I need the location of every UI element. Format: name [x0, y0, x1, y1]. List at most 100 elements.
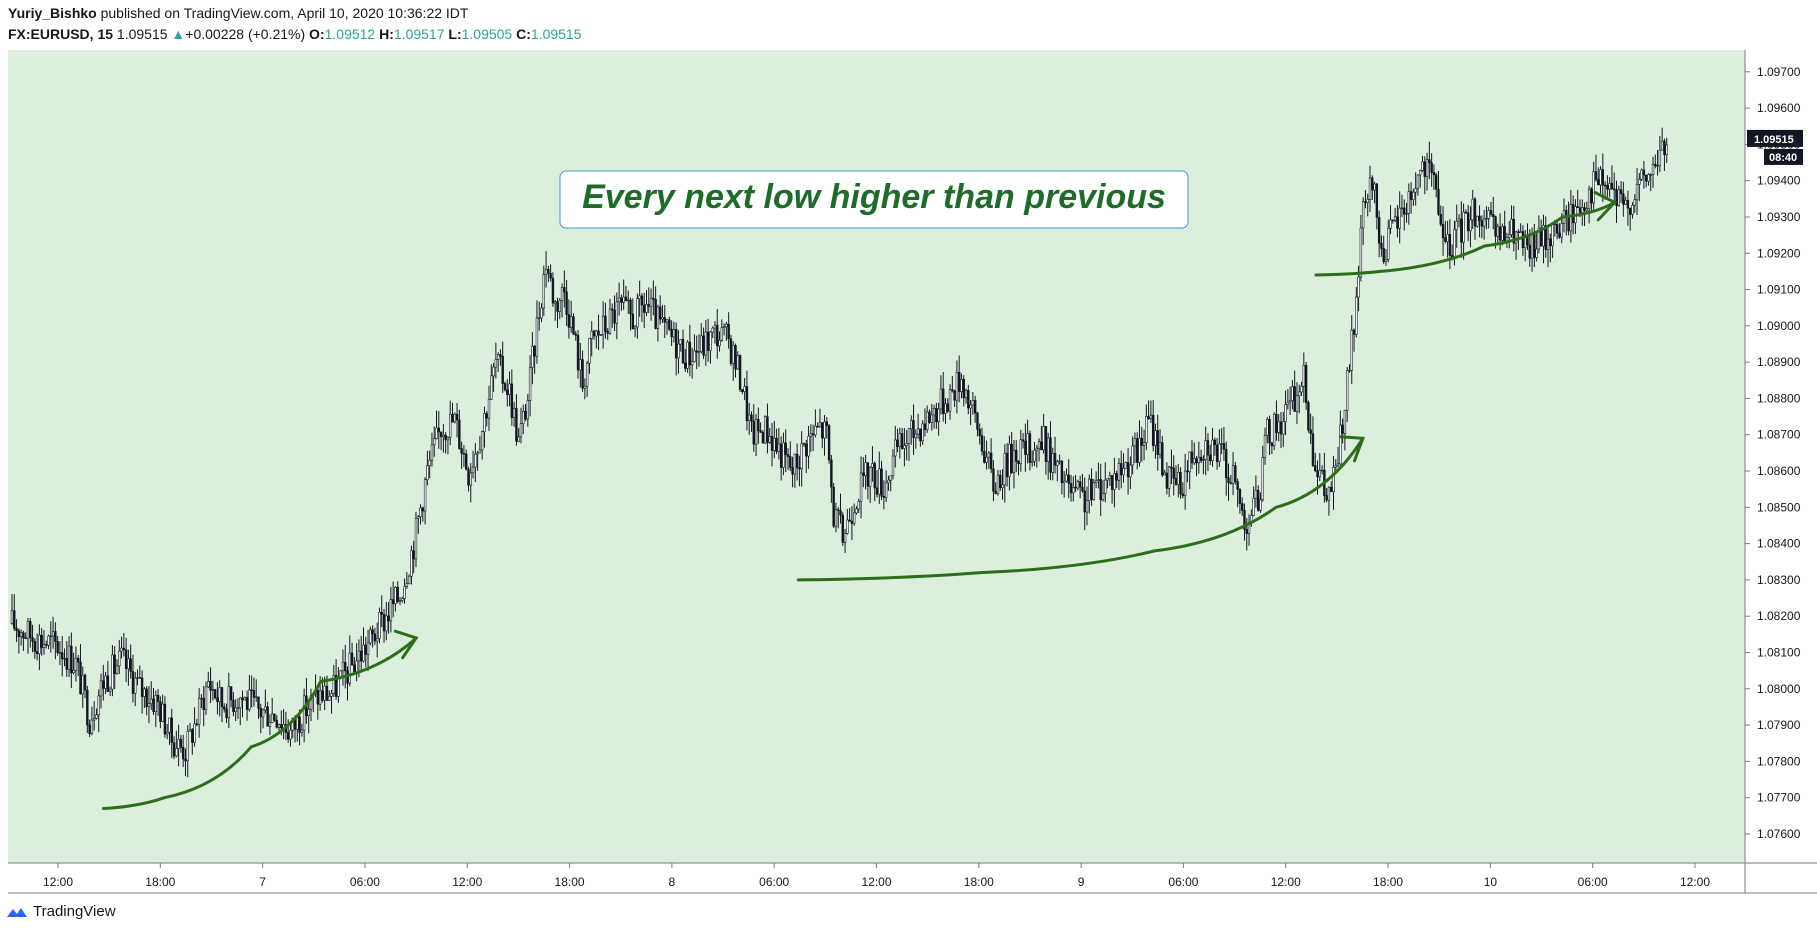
- candle-body: [1336, 463, 1340, 466]
- candle-body: [579, 359, 582, 371]
- candle-body: [1110, 475, 1114, 490]
- candle-body: [1393, 216, 1397, 221]
- symbol-label: FX:EURUSD, 15: [8, 26, 114, 42]
- candle-body: [1407, 191, 1411, 214]
- candle-body: [554, 301, 557, 304]
- candle-body: [490, 375, 493, 400]
- author-name[interactable]: Yuriy_Bishko: [8, 5, 97, 21]
- candle-body: [67, 645, 71, 670]
- candle-body: [670, 328, 673, 338]
- candle-body: [1088, 478, 1091, 501]
- candle-body: [558, 300, 561, 312]
- candle-body: [1628, 207, 1632, 215]
- candle-body: [1558, 232, 1561, 238]
- price-tick-label: 1.07700: [1757, 791, 1801, 805]
- candle-body: [492, 366, 495, 377]
- candle-body: [522, 410, 525, 424]
- candle-body: [264, 706, 267, 711]
- candle-body: [549, 272, 552, 279]
- curve-2: [796, 436, 1365, 582]
- change-up-icon: ▲: [171, 26, 186, 42]
- footer-brand[interactable]: TradingView: [33, 903, 116, 920]
- time-axis[interactable]: 12:00 18:00 7 06:00 12:00 18:00 8 06:00 12:00 18:…: [43, 863, 1710, 889]
- candle-body: [1613, 188, 1616, 191]
- candle-body: [417, 516, 420, 519]
- price-tick-label: 1.07600: [1757, 827, 1801, 841]
- candle-body: [748, 414, 751, 422]
- candle-body: [617, 297, 621, 303]
- candle-body: [1597, 179, 1600, 186]
- candle-body: [485, 413, 488, 419]
- candle-body: [175, 748, 178, 757]
- candle-body: [1021, 439, 1025, 442]
- candle-body: [1320, 469, 1324, 472]
- candle-body: [1314, 465, 1317, 471]
- candle-body: [704, 331, 708, 356]
- candle-body: [1231, 465, 1235, 484]
- candle-body: [926, 411, 929, 431]
- candle-body: [191, 729, 194, 743]
- candle-body: [960, 378, 963, 392]
- candle-body: [268, 722, 272, 727]
- candle-body: [1062, 480, 1066, 484]
- candle-body: [531, 346, 534, 368]
- time-tick-label: 06:00: [1168, 875, 1198, 889]
- candle-body: [1471, 198, 1474, 221]
- tradingview-logo-icon[interactable]: [6, 905, 28, 919]
- candle-body: [357, 650, 361, 662]
- candle-body: [1279, 421, 1283, 435]
- candle-body: [1056, 461, 1059, 466]
- candle-body: [1183, 470, 1187, 496]
- candle-body: [533, 346, 536, 357]
- candle-body: [939, 388, 943, 410]
- candle-body: [1544, 225, 1547, 250]
- candle-body: [433, 438, 436, 446]
- candle-body: [809, 433, 813, 437]
- candle-body: [1658, 149, 1662, 166]
- candle-body: [1177, 472, 1180, 485]
- candle-body: [1099, 479, 1102, 500]
- candle-body: [700, 335, 703, 353]
- candle-body: [1076, 481, 1080, 489]
- candle-body: [798, 467, 801, 470]
- candle-body: [583, 385, 587, 389]
- candle-body: [880, 468, 883, 497]
- candle-body: [912, 420, 915, 439]
- candle-body: [159, 701, 162, 722]
- candle-body: [761, 432, 765, 444]
- candle-body: [1254, 489, 1258, 499]
- candle-body: [261, 709, 265, 718]
- candle-body: [1172, 467, 1175, 479]
- candle-body: [29, 621, 32, 638]
- candle-body: [827, 425, 831, 461]
- candle-body: [905, 443, 908, 446]
- candle-body: [257, 696, 260, 709]
- candle-body: [147, 703, 151, 707]
- candle-body: [1206, 440, 1210, 456]
- candle-body: [1065, 474, 1068, 482]
- candle-body: [464, 453, 468, 470]
- candle-body: [403, 586, 406, 599]
- candle-body: [1256, 489, 1260, 511]
- candle-body: [65, 657, 68, 670]
- candle-body: [661, 317, 664, 320]
- candle-body: [1129, 464, 1132, 478]
- candle-body: [1551, 223, 1554, 247]
- price-axis[interactable]: 1.097001.096001.095001.094001.093001.092…: [1745, 65, 1801, 841]
- candle-body: [658, 306, 662, 320]
- candle-body: [291, 718, 294, 731]
- close-label: C:: [516, 26, 531, 42]
- candle-body: [444, 434, 447, 441]
- candle-body: [1302, 365, 1306, 387]
- candle-body: [515, 408, 518, 442]
- candle-body: [1040, 441, 1043, 451]
- candle-body: [213, 689, 217, 699]
- candle-body: [604, 315, 607, 332]
- candle-body: [1348, 370, 1351, 372]
- candle-body: [1606, 185, 1609, 190]
- candle-body: [1174, 478, 1178, 485]
- candle-body: [252, 690, 256, 698]
- candle-body: [1457, 218, 1461, 222]
- candle-body: [1441, 223, 1445, 239]
